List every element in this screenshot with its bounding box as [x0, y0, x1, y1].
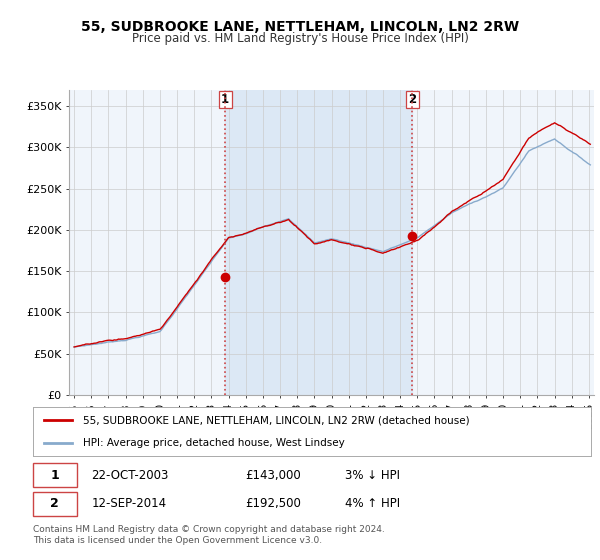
Text: 55, SUDBROOKE LANE, NETTLEHAM, LINCOLN, LN2 2RW (detached house): 55, SUDBROOKE LANE, NETTLEHAM, LINCOLN, …	[83, 416, 470, 426]
Text: 2: 2	[50, 497, 59, 510]
Bar	[225, 90, 412, 395]
Text: 3% ↓ HPI: 3% ↓ HPI	[346, 469, 400, 482]
Text: 2: 2	[408, 93, 416, 106]
FancyBboxPatch shape	[33, 463, 77, 487]
Text: HPI: Average price, detached house, West Lindsey: HPI: Average price, detached house, West…	[83, 438, 345, 448]
FancyBboxPatch shape	[33, 492, 77, 516]
Text: £192,500: £192,500	[245, 497, 301, 510]
Text: £143,000: £143,000	[245, 469, 301, 482]
Text: 1: 1	[50, 469, 59, 482]
Text: Contains HM Land Registry data © Crown copyright and database right 2024.
This d: Contains HM Land Registry data © Crown c…	[33, 525, 385, 545]
Text: 12-SEP-2014: 12-SEP-2014	[92, 497, 167, 510]
Text: 22-OCT-2003: 22-OCT-2003	[92, 469, 169, 482]
Text: 4% ↑ HPI: 4% ↑ HPI	[346, 497, 401, 510]
Text: 55, SUDBROOKE LANE, NETTLEHAM, LINCOLN, LN2 2RW: 55, SUDBROOKE LANE, NETTLEHAM, LINCOLN, …	[81, 20, 519, 34]
Text: 1: 1	[221, 93, 229, 106]
Text: Price paid vs. HM Land Registry's House Price Index (HPI): Price paid vs. HM Land Registry's House …	[131, 32, 469, 45]
